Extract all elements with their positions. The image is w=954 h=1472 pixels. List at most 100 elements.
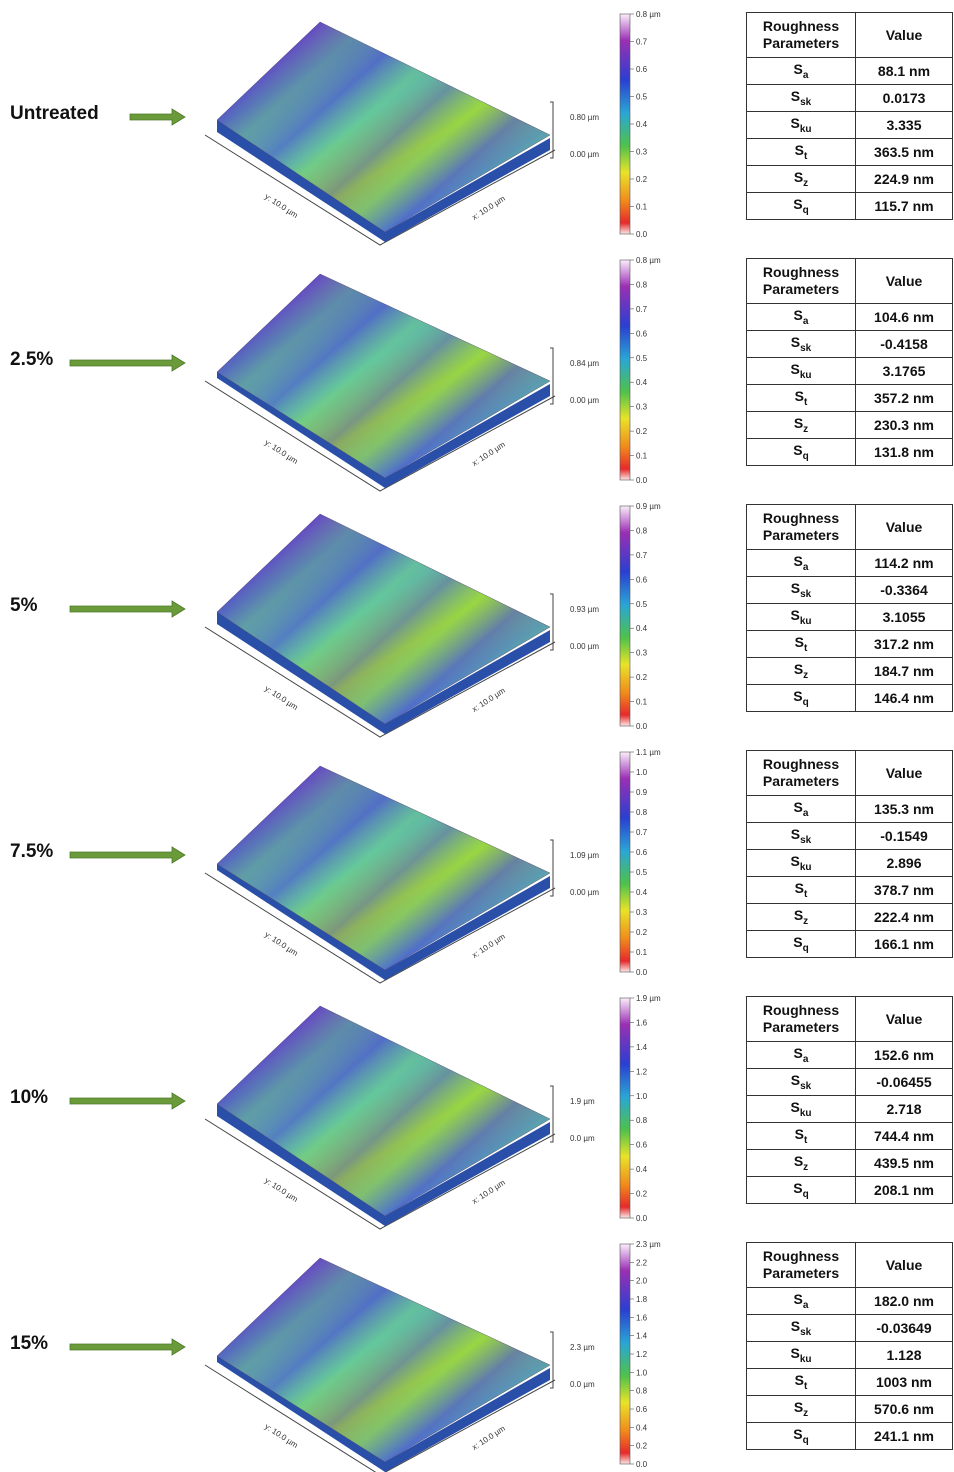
parameter-subscript: z xyxy=(803,916,808,927)
parameter-symbol: S xyxy=(793,934,802,950)
colorbar-label: 0.2 xyxy=(636,1442,648,1451)
value-cell: -0.3364 xyxy=(856,577,953,604)
parameter-subscript: ku xyxy=(800,370,812,381)
value-cell: 439.5 nm xyxy=(856,1150,953,1177)
colorbar-label: 1.1 µm xyxy=(636,748,661,757)
parameter-symbol: S xyxy=(795,634,804,650)
parameter-symbol: S xyxy=(794,1399,803,1415)
value-cell: 131.8 nm xyxy=(856,439,953,466)
colorbar xyxy=(620,752,630,972)
colorbar-label: 0.0 xyxy=(636,968,648,977)
colorbar-label: 0.9 xyxy=(636,788,648,797)
table-row: St1003 nm xyxy=(747,1369,953,1396)
parameter-subscript: a xyxy=(803,562,809,573)
colorbar-label: 1.2 xyxy=(636,1067,648,1076)
z-min: 0.00 µm xyxy=(570,396,599,405)
colorbar xyxy=(620,1244,630,1464)
z-min: 0.0 µm xyxy=(570,1380,595,1389)
table-row: Sku1.128 xyxy=(747,1342,953,1369)
header-cell: Value xyxy=(856,259,953,304)
table-row: Sz439.5 nm xyxy=(747,1150,953,1177)
colorbar xyxy=(620,14,630,234)
value-cell: 208.1 nm xyxy=(856,1177,953,1204)
colorbar-label: 0.1 xyxy=(636,452,648,461)
value-cell: 88.1 nm xyxy=(856,58,953,85)
parameter-subscript: sk xyxy=(800,1327,811,1338)
z-max: 2.3 µm xyxy=(570,1343,595,1352)
parameter-symbol: S xyxy=(795,388,804,404)
value-cell: -0.06455 xyxy=(856,1069,953,1096)
parameter-symbol: S xyxy=(793,1180,802,1196)
afm-plot: y: 10.0 µmx: 10.0 µm1.9 µm0.0 µm1.9 µm1.… xyxy=(195,994,665,1234)
parameter-subscript: t xyxy=(804,643,807,654)
colorbar-label: 0.2 xyxy=(636,1190,648,1199)
parameter-subscript: sk xyxy=(800,97,811,108)
colorbar-label: 1.2 xyxy=(636,1350,648,1359)
table-header: Roughness ParametersValue xyxy=(747,13,953,58)
parameter-cell: Sku xyxy=(747,1096,856,1123)
colorbar-label: 0.6 xyxy=(636,1405,648,1414)
colorbar-label: 0.1 xyxy=(636,203,648,212)
parameter-symbol: S xyxy=(790,361,799,377)
parameter-symbol: S xyxy=(791,88,800,104)
parameter-subscript: z xyxy=(803,670,808,681)
header-cell: Roughness Parameters xyxy=(747,751,856,796)
header-cell: Roughness Parameters xyxy=(747,13,856,58)
value-cell: 0.0173 xyxy=(856,85,953,112)
colorbar-label: 1.0 xyxy=(636,1368,648,1377)
parameter-symbol: S xyxy=(794,1045,803,1061)
table-row: Sz222.4 nm xyxy=(747,904,953,931)
arrow-shape xyxy=(130,109,185,125)
value-cell: 570.6 nm xyxy=(856,1396,953,1423)
colorbar-label: 0.5 xyxy=(636,600,648,609)
arrow xyxy=(0,1332,190,1362)
colorbar-label: 1.9 µm xyxy=(636,994,661,1003)
colorbar-label: 0.8 xyxy=(636,808,648,817)
parameter-cell: Ssk xyxy=(747,1069,856,1096)
header-cell: Roughness Parameters xyxy=(747,259,856,304)
value-cell: 3.1055 xyxy=(856,604,953,631)
parameter-symbol: S xyxy=(790,1099,799,1115)
parameter-cell: Sku xyxy=(747,112,856,139)
parameter-symbol: S xyxy=(793,1426,802,1442)
colorbar-label: 0.4 xyxy=(636,1165,648,1174)
parameter-symbol: S xyxy=(791,334,800,350)
colorbar-label: 0.0 xyxy=(636,1214,648,1223)
x-axis-label: x: 10.0 µm xyxy=(470,1178,507,1206)
parameter-cell: Sa xyxy=(747,550,856,577)
parameter-symbol: S xyxy=(793,442,802,458)
parameter-cell: Sq xyxy=(747,685,856,712)
colorbar-label: 0.0 xyxy=(636,722,648,731)
parameter-cell: Sq xyxy=(747,1177,856,1204)
parameter-cell: Sa xyxy=(747,796,856,823)
colorbar-label: 0.0 xyxy=(636,230,648,239)
colorbar-label: 0.8 xyxy=(636,1116,648,1125)
y-axis-label: y: 10.0 µm xyxy=(263,1422,300,1450)
row: 2.5%y: 10.0 µmx: 10.0 µm0.84 µm0.00 µm0.… xyxy=(0,256,954,496)
parameter-symbol: S xyxy=(790,853,799,869)
parameter-subscript: q xyxy=(803,451,809,462)
figure: Untreatedy: 10.0 µmx: 10.0 µm0.80 µm0.00… xyxy=(0,0,954,1472)
table-row: Ssk 0.0173 xyxy=(747,85,953,112)
parameter-cell: St xyxy=(747,385,856,412)
parameter-cell: Ssk xyxy=(747,331,856,358)
parameter-subscript: t xyxy=(804,889,807,900)
parameter-cell: Sq xyxy=(747,193,856,220)
colorbar-label: 0.8 µm xyxy=(636,10,661,19)
table-row: Sq115.7 nm xyxy=(747,193,953,220)
colorbar-label: 2.3 µm xyxy=(636,1240,661,1249)
table-row: Ssk-0.1549 xyxy=(747,823,953,850)
colorbar-label: 0.8 xyxy=(636,1387,648,1396)
parameter-subscript: z xyxy=(803,424,808,435)
parameter-subscript: q xyxy=(803,943,809,954)
table-row: St744.4 nm xyxy=(747,1123,953,1150)
header-cell: Roughness Parameters xyxy=(747,505,856,550)
arrow xyxy=(0,102,190,132)
parameter-cell: Sa xyxy=(747,304,856,331)
z-max: 1.09 µm xyxy=(570,851,599,860)
